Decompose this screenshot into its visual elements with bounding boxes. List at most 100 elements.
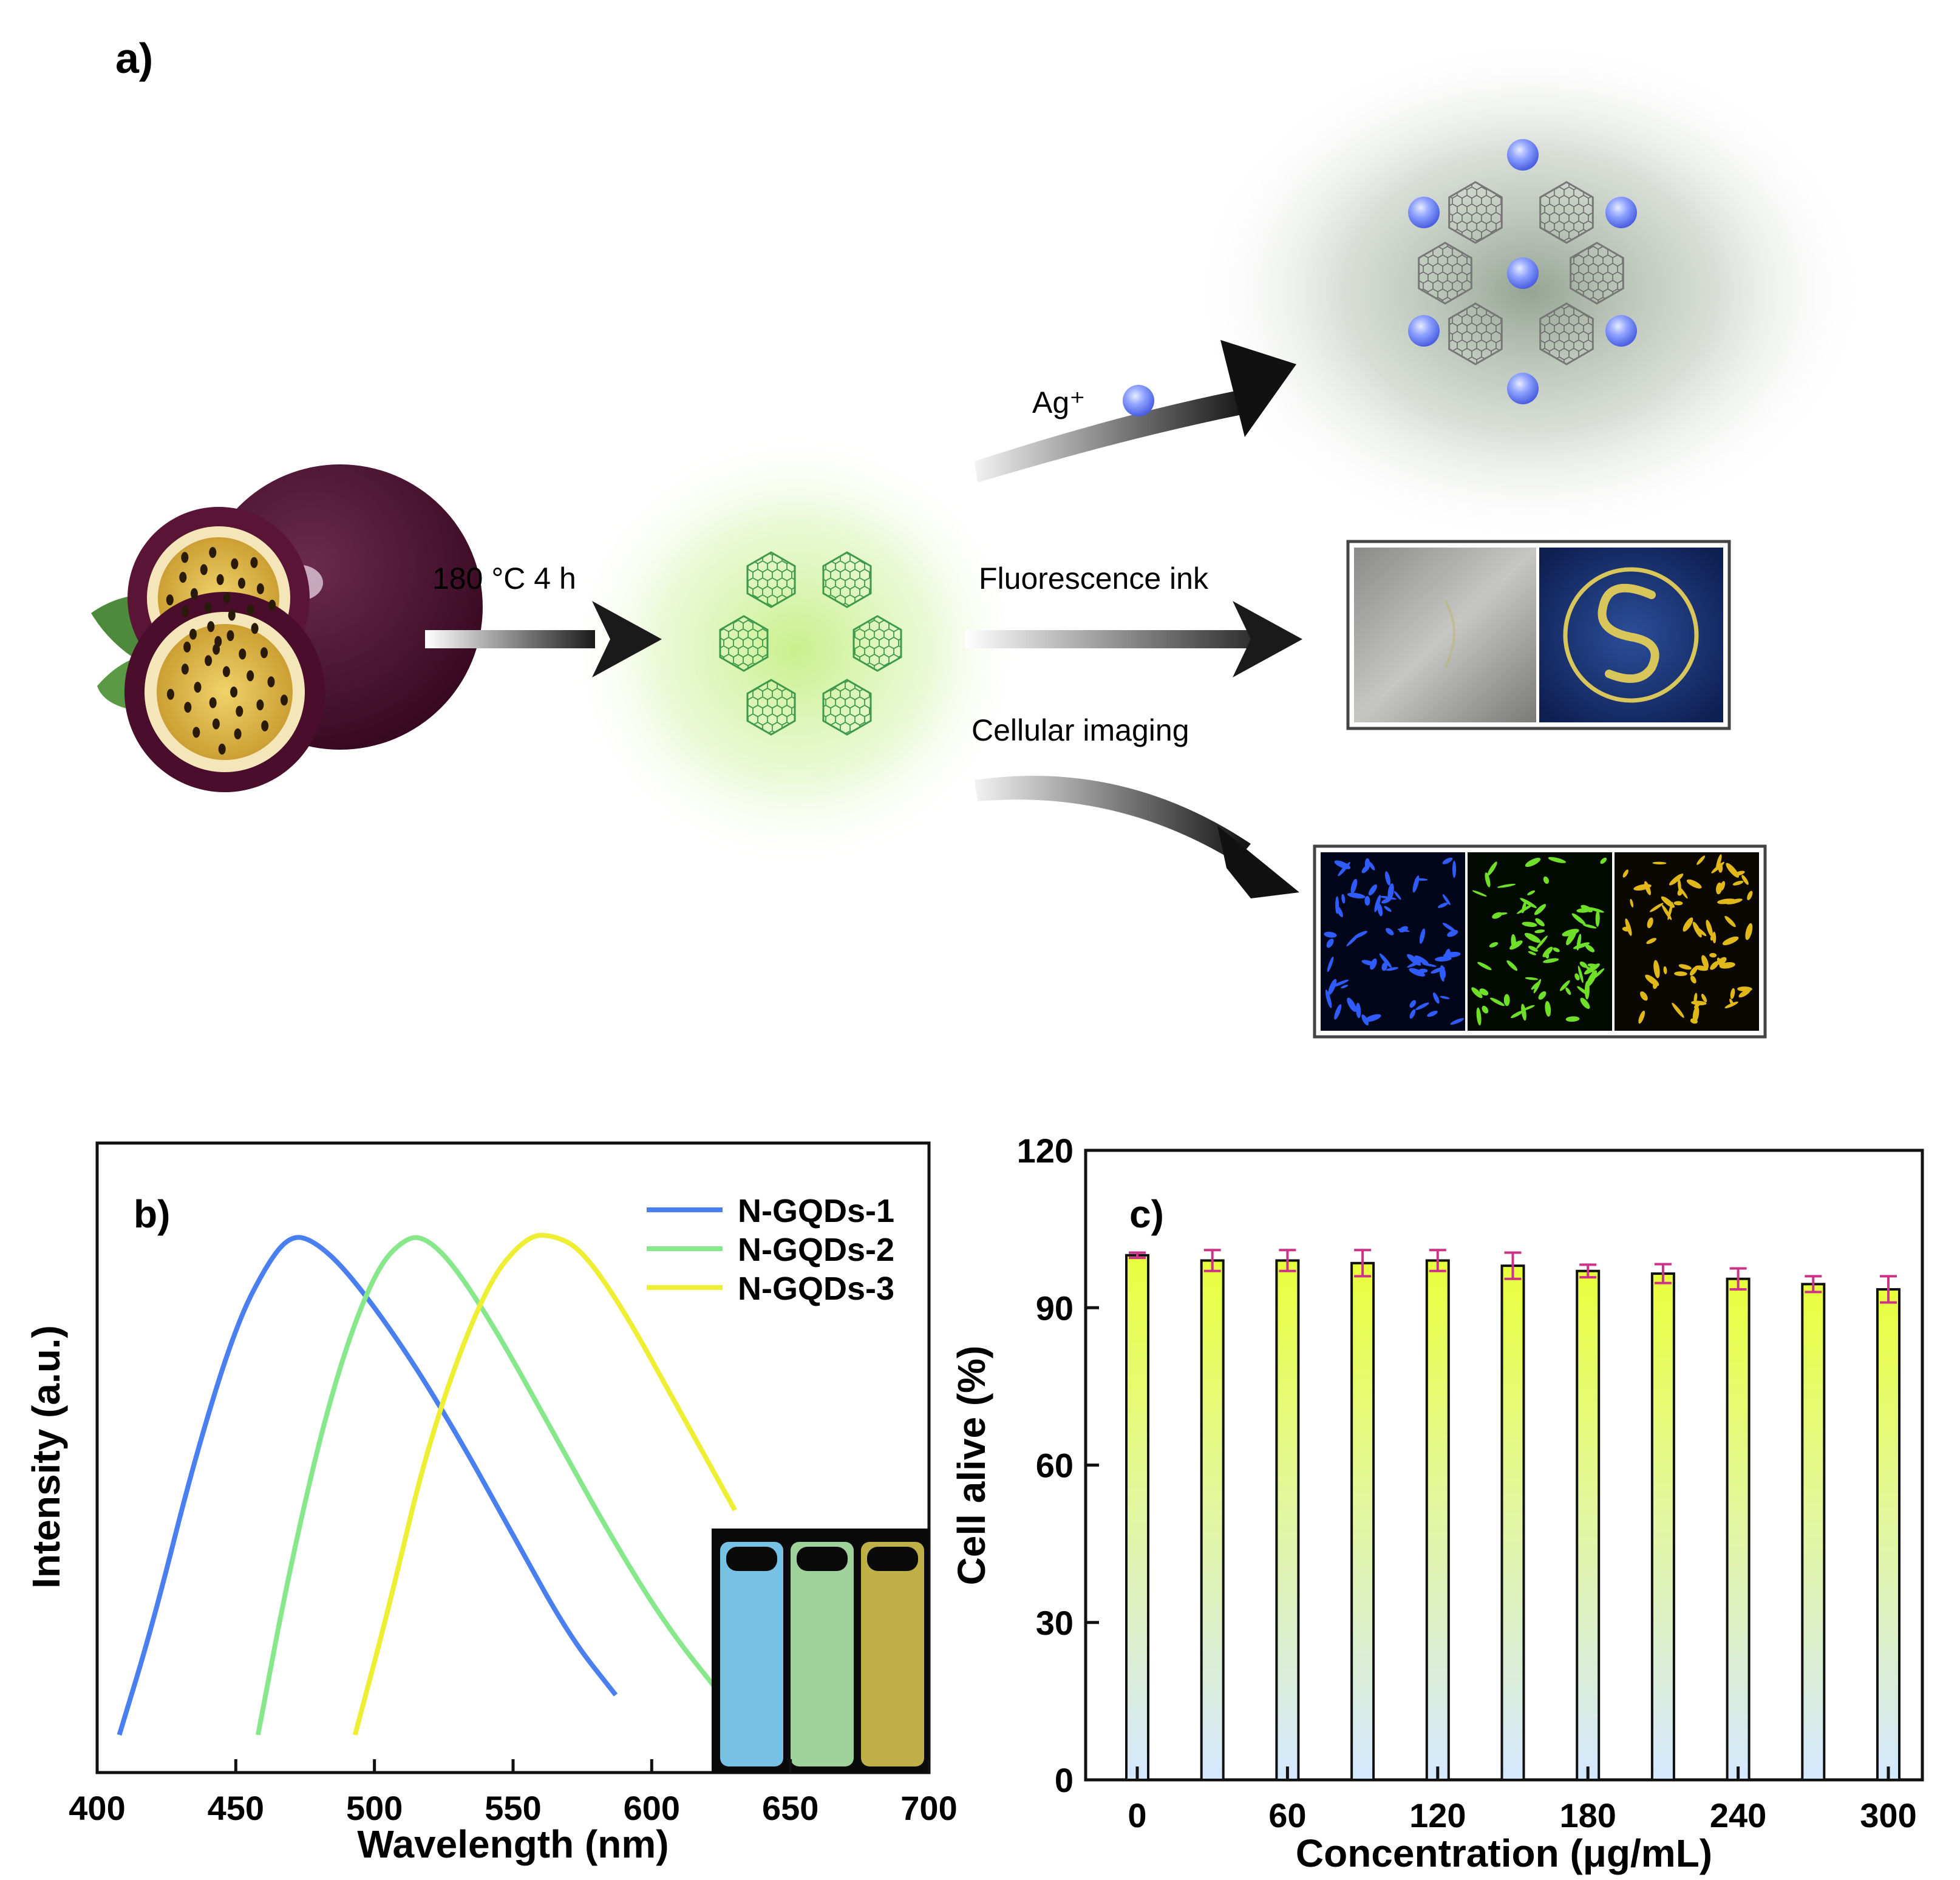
cell [1724, 915, 1736, 928]
fruit-seed [218, 744, 226, 755]
cell [1327, 956, 1334, 972]
vial [791, 1542, 854, 1766]
quenched-glow [1190, 36, 1870, 546]
cell [1667, 901, 1673, 920]
synthesis-condition: 180 °C 4 h [432, 562, 576, 596]
viability-bar [1500, 1264, 1525, 1782]
cell [1489, 942, 1499, 948]
fruit-seed [181, 663, 189, 675]
fruit-seed [214, 636, 222, 647]
cell [1678, 964, 1692, 970]
cell [1353, 931, 1368, 938]
cell [1595, 910, 1600, 927]
cell [1649, 903, 1664, 912]
cell [1387, 883, 1394, 901]
cell [1440, 996, 1450, 999]
panel-b: 400 450 500 550 600 650 700 N-GQDs-1N-GQDs-2N-… [24, 1141, 958, 1866]
cell [1696, 855, 1706, 865]
cell [1720, 881, 1726, 891]
cell [1377, 903, 1383, 917]
cell [1588, 907, 1604, 913]
vial [861, 1542, 924, 1766]
fruit-seed [223, 592, 231, 603]
cell [1729, 999, 1734, 1006]
panel-c: 0 30 60 90 120 0 60 120 180 240 300 c) Concentrati… [950, 1132, 1924, 1875]
x-tick-label: 400 [69, 1789, 125, 1827]
cell [1489, 997, 1505, 1006]
cell [1347, 997, 1357, 1012]
cell [1374, 895, 1381, 912]
fruit-seed [239, 648, 247, 660]
ag-ion [1507, 373, 1539, 404]
ag-ion [1507, 139, 1539, 171]
cell [1364, 895, 1370, 906]
cell [1443, 951, 1461, 958]
cell [1524, 932, 1541, 943]
panel-a-label: a) [115, 35, 153, 82]
cell [1361, 1014, 1369, 1026]
fruit-seed [207, 621, 215, 633]
spectrum-line-N-GQDs-3 [352, 1233, 737, 1736]
cell [1710, 961, 1719, 970]
imaging-arrow [975, 776, 1299, 898]
x-tick-label: 180 [1559, 1796, 1616, 1834]
cell [1734, 870, 1745, 877]
cell [1368, 884, 1377, 896]
fruit-seed [181, 552, 189, 563]
cell [1528, 946, 1538, 952]
cell [1690, 1018, 1698, 1024]
cell [1717, 898, 1736, 904]
cell [1674, 971, 1687, 976]
fruit-seed [194, 682, 202, 693]
cell [1472, 890, 1487, 897]
fruit-seed [189, 628, 197, 640]
cell [1741, 875, 1749, 885]
graphene-quantum-dot [822, 551, 872, 608]
fruit-seed [251, 623, 259, 634]
cell [1393, 891, 1401, 900]
cell [1341, 894, 1346, 904]
fruit-seed [256, 583, 264, 594]
fruit-seed [182, 606, 189, 617]
cell [1476, 1007, 1482, 1026]
cell [1730, 988, 1735, 999]
x-tick-label: 60 [1268, 1796, 1306, 1834]
cell [1341, 985, 1349, 989]
cell [1692, 921, 1702, 938]
cell [1738, 989, 1751, 998]
cell [1701, 955, 1709, 969]
cell [1653, 960, 1660, 979]
cell [1522, 901, 1526, 914]
cell [1701, 994, 1707, 1003]
fruit-seed [236, 705, 243, 717]
cell [1543, 876, 1550, 884]
viability-bar [1350, 1261, 1375, 1782]
cell [1585, 944, 1595, 952]
cell [1535, 918, 1545, 927]
cell [1361, 960, 1375, 966]
fruit-seed [205, 655, 213, 667]
imaging-label: Cellular imaging [971, 713, 1189, 747]
graphene-quantum-dot [746, 679, 796, 736]
y-tick-label: 30 [1036, 1604, 1074, 1642]
cell [1440, 965, 1446, 979]
legend-entry: N-GQDs-1 [738, 1193, 894, 1229]
graphene-quantum-dot [1539, 302, 1594, 365]
cell [1482, 1005, 1489, 1014]
passion-fruit [91, 464, 483, 792]
cell [1574, 973, 1580, 980]
x-tick-label: 500 [346, 1789, 403, 1827]
fruit-seed [247, 604, 254, 616]
vial-meniscus [867, 1547, 918, 1571]
cell [1379, 953, 1392, 968]
cell [1452, 860, 1456, 878]
graphene-quantum-dot [1539, 181, 1594, 244]
ink-photos [1346, 540, 1731, 730]
cell [1718, 957, 1727, 965]
cell [1409, 1000, 1417, 1008]
y-tick-label: 60 [1036, 1447, 1074, 1485]
cell [1368, 861, 1375, 870]
cell [1422, 963, 1437, 967]
